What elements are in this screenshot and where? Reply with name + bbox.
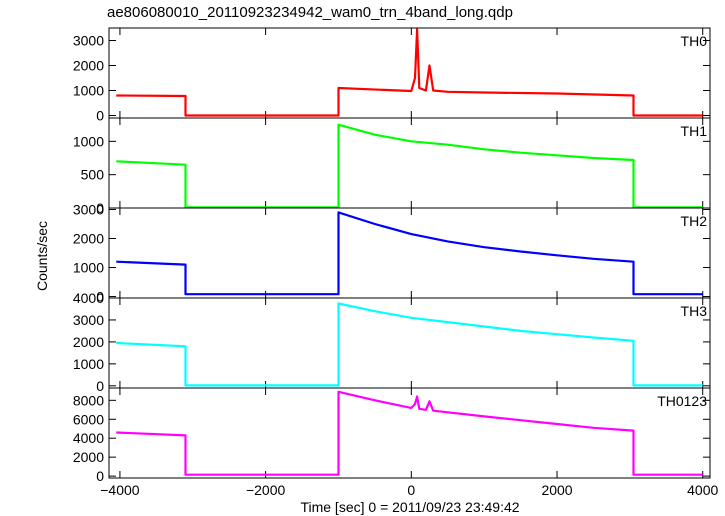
y-tick-label-th3: 0 (96, 378, 104, 394)
y-tick-label-th2: 3000 (73, 201, 104, 217)
x-tick-label: 2000 (541, 482, 572, 498)
panel-th1: 0 500 1000 TH1 (73, 117, 711, 216)
series-line-th2 (116, 211, 703, 296)
panel-label-th0123: TH0123 (657, 393, 707, 409)
y-tick-label-th3: 4000 (73, 290, 104, 306)
x-axis: −4000 −2000 0 2000 4000 (100, 482, 718, 498)
x-tick-label: 0 (407, 482, 415, 498)
y-tick-label-th2: 0 (96, 289, 104, 305)
x-tick-label: −4000 (100, 482, 140, 498)
panel-label-th2: TH2 (681, 213, 708, 229)
panel-th0: 0 1000 2000 3000 TH0 (73, 27, 711, 124)
panel-label-th1: TH1 (681, 123, 708, 139)
x-tick-label: 4000 (687, 482, 718, 498)
y-tick-label-th3: 3000 (73, 312, 104, 328)
panel-label-th0: TH0 (681, 33, 708, 49)
y-tick-label-th0123: 2000 (73, 449, 104, 465)
y-tick-label-th1: 500 (81, 167, 105, 183)
chart-title: ae806080010_20110923234942_wam0_trn_4ban… (107, 4, 513, 21)
y-tick-label-th0123: 8000 (73, 392, 104, 408)
y-tick-label-th3: 2000 (73, 334, 104, 350)
y-tick-label-th0123: 4000 (73, 430, 104, 446)
panels-group: 0 1000 2000 3000 TH0 0 500 1000 TH1 0 1000 2000 3000… (73, 27, 711, 484)
panel-label-th3: TH3 (681, 303, 708, 319)
y-axis-title: Counts/sec (34, 221, 50, 291)
y-tick-label-th0: 3000 (73, 33, 104, 49)
panel-th2: 0 1000 2000 3000 TH2 (73, 201, 711, 305)
series-line-th1 (116, 123, 703, 209)
x-tick-label: −2000 (246, 482, 286, 498)
panel-frame-th0 (108, 27, 711, 119)
y-tick-label-th2: 2000 (73, 230, 104, 246)
y-tick-label-th1: 0 (96, 200, 104, 216)
series-line-th3 (116, 302, 703, 387)
panel-frame-th2 (108, 207, 711, 299)
panel-frame-th0123 (108, 387, 711, 479)
panel-frame-th3 (108, 297, 711, 389)
y-tick-label-th0: 2000 (73, 58, 104, 74)
y-tick-label-th0123: 6000 (73, 411, 104, 427)
panel-th3: 0 1000 2000 3000 4000 TH3 (73, 290, 711, 394)
y-tick-label-th2: 1000 (73, 260, 104, 276)
y-tick-label-th1: 1000 (73, 133, 104, 149)
panel-frame-th1 (108, 117, 711, 209)
x-axis-title: Time [sec] 0 = 2011/09/23 23:49:42 (300, 499, 519, 515)
y-tick-label-th0123: 0 (96, 468, 104, 484)
series-line-th0123 (116, 390, 703, 476)
y-tick-label-th0: 0 (96, 108, 104, 124)
y-tick-label-th0: 1000 (73, 83, 104, 99)
y-tick-label-th3: 1000 (73, 356, 104, 372)
series-line-th0 (116, 28, 703, 117)
panel-th0123: 0 2000 4000 6000 8000 TH0123 (73, 387, 711, 484)
